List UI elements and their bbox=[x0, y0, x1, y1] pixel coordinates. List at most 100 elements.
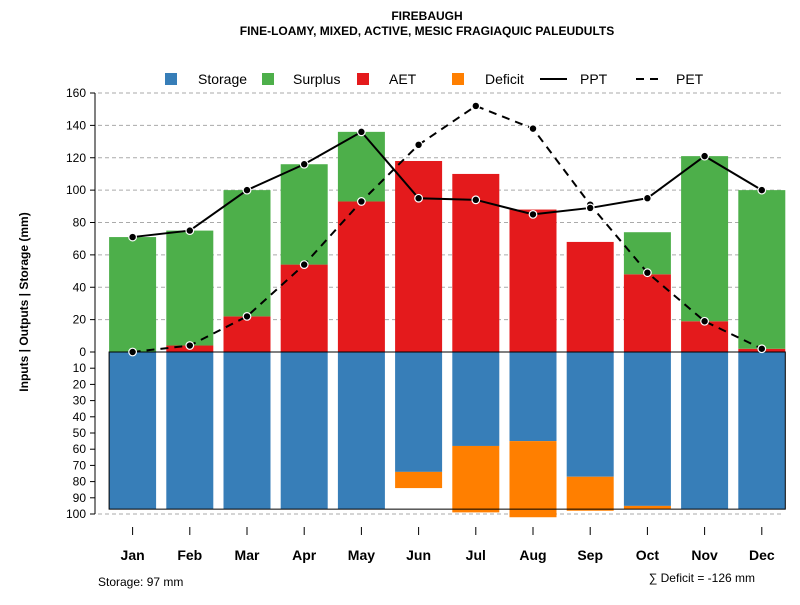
storage-bar bbox=[337, 352, 385, 510]
y-tick-label: 20 bbox=[73, 377, 87, 391]
y-tick-label: 80 bbox=[73, 475, 87, 489]
legend-label: AET bbox=[389, 71, 417, 87]
ppt-point bbox=[299, 159, 309, 169]
aet-bar bbox=[566, 241, 614, 352]
y-tick-label: 60 bbox=[73, 248, 87, 262]
y-tick-label: 30 bbox=[73, 394, 87, 408]
legend-label: PPT bbox=[580, 71, 608, 87]
legend-label: Deficit bbox=[485, 71, 524, 87]
storage-frame bbox=[108, 351, 786, 510]
y-tick-label: 60 bbox=[73, 442, 87, 456]
pet-point bbox=[471, 101, 481, 111]
ppt-line bbox=[132, 130, 763, 239]
ppt-point bbox=[757, 185, 767, 195]
y-tick-label: 70 bbox=[73, 458, 87, 472]
ppt-point bbox=[414, 193, 424, 203]
deficit-bar bbox=[452, 445, 500, 513]
deficit-bar bbox=[395, 471, 443, 489]
legend-label: Surplus bbox=[293, 71, 340, 87]
pet-point bbox=[357, 197, 366, 206]
aet-bar bbox=[681, 321, 729, 352]
x-tick-label: Feb bbox=[177, 547, 202, 563]
ppt-point bbox=[700, 151, 709, 161]
y-tick-label: 80 bbox=[73, 216, 87, 230]
surplus-bar bbox=[109, 237, 157, 352]
deficit-bar bbox=[623, 505, 671, 510]
bars bbox=[109, 131, 786, 518]
storage-bar bbox=[109, 352, 157, 510]
x-tick-label: Jan bbox=[121, 547, 145, 563]
pet-point bbox=[414, 140, 424, 150]
y-tick-label: 10 bbox=[73, 361, 87, 375]
legend: Storage Surplus AET Deficit PPT PET bbox=[165, 71, 704, 87]
x-tick-label: Nov bbox=[691, 547, 718, 563]
series-lines bbox=[128, 101, 767, 357]
x-tick-label: Mar bbox=[235, 547, 260, 563]
x-tick-label: Jul bbox=[466, 547, 486, 563]
x-tick-label: Apr bbox=[292, 547, 317, 563]
surplus-bar bbox=[738, 190, 786, 349]
legend-swatch bbox=[262, 73, 274, 85]
pet-point bbox=[299, 260, 309, 269]
storage-note: Storage: 97 mm bbox=[98, 575, 183, 589]
pet-point bbox=[128, 347, 138, 357]
storage-bar bbox=[738, 352, 786, 510]
y-tick-label: 120 bbox=[66, 151, 86, 165]
surplus-bar bbox=[623, 232, 671, 275]
y-tick-label: 40 bbox=[73, 280, 87, 294]
ppt-point bbox=[585, 203, 595, 213]
pet-point bbox=[185, 341, 195, 350]
storage-bar bbox=[223, 352, 271, 510]
x-tick-label: Aug bbox=[519, 547, 546, 563]
y-tick-label: 100 bbox=[66, 507, 86, 521]
storage-bar bbox=[452, 352, 500, 446]
deficit-note: ∑ Deficit = -126 mm bbox=[649, 571, 755, 585]
y-tick-label: 100 bbox=[66, 183, 86, 197]
legend-swatch bbox=[452, 73, 464, 85]
x-tick-label: Oct bbox=[636, 547, 660, 563]
pet-point bbox=[242, 311, 252, 321]
x-tick-label: May bbox=[348, 547, 375, 563]
x-tick-label: Jun bbox=[406, 547, 431, 563]
storage-bar bbox=[280, 352, 328, 510]
ppt-point bbox=[471, 195, 481, 205]
deficit-bar bbox=[509, 441, 557, 518]
storage-bar bbox=[623, 352, 671, 506]
legend-label: PET bbox=[676, 71, 704, 87]
storage-bar bbox=[395, 352, 443, 472]
aet-bar bbox=[280, 264, 328, 352]
storage-bar bbox=[166, 352, 214, 510]
y-tick-label: 90 bbox=[73, 491, 87, 505]
y-axis-label: Inputs | Outputs | Storage (mm) bbox=[17, 212, 31, 391]
x-tick-label: Sep bbox=[577, 547, 603, 563]
max-storage-outline bbox=[108, 351, 786, 510]
deficit-bar bbox=[566, 476, 614, 511]
y-tick-label: 160 bbox=[66, 86, 86, 100]
aet-bar bbox=[223, 316, 271, 352]
y-tick-label: 0 bbox=[79, 345, 86, 359]
aet-bar bbox=[395, 160, 443, 352]
pet-point bbox=[643, 268, 652, 278]
aet-bar bbox=[509, 209, 557, 352]
pet-point bbox=[757, 344, 767, 354]
surplus-bar bbox=[280, 164, 328, 265]
ppt-point bbox=[528, 210, 538, 219]
surplus-bar bbox=[223, 190, 271, 317]
ppt-point bbox=[643, 193, 652, 203]
axes: 0 20 40 60 80 100 120 140 160 10 20 30 40 50 60 70 80 90 1… bbox=[66, 86, 775, 563]
storage-bar bbox=[509, 352, 557, 442]
y-tick-label: 50 bbox=[73, 426, 87, 440]
legend-swatch bbox=[357, 73, 369, 85]
ppt-point bbox=[185, 226, 195, 235]
ppt-point bbox=[128, 232, 138, 242]
aet-bar bbox=[337, 201, 385, 352]
pet-point bbox=[700, 316, 709, 326]
legend-swatch bbox=[165, 73, 177, 85]
legend-label: Storage bbox=[198, 71, 247, 87]
chart-title: FIREBAUGH bbox=[391, 9, 462, 23]
y-tick-label: 20 bbox=[73, 313, 87, 327]
pet-line bbox=[132, 104, 763, 353]
x-tick-label: Dec bbox=[749, 547, 775, 563]
surplus-bar bbox=[681, 156, 729, 322]
